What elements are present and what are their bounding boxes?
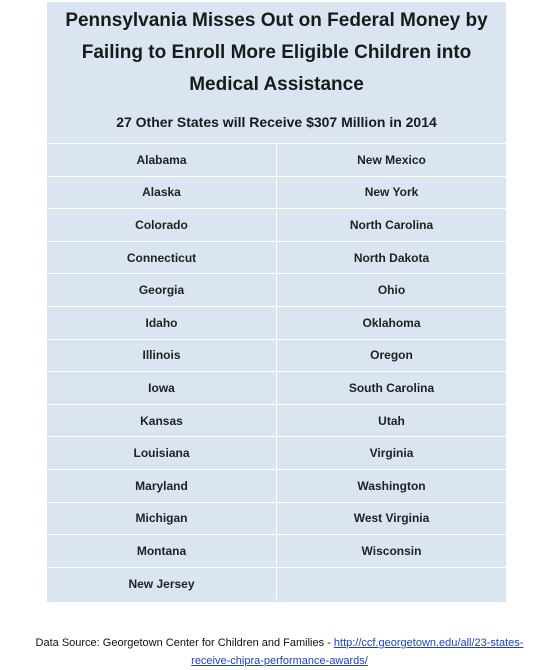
table-row: Colorado North Carolina — [47, 208, 506, 241]
state-cell-right: Oregon — [370, 348, 413, 363]
state-cell-left: New Jersey — [128, 576, 195, 591]
state-cell-left: Connecticut — [126, 250, 197, 265]
state-cell-right: Oklahoma — [362, 315, 421, 330]
state-cell-left: Illinois — [142, 348, 181, 363]
table-row: Illinois Oregon — [47, 338, 506, 372]
column-divider — [276, 241, 277, 274]
state-cell-left: Montana — [136, 543, 187, 558]
table-row: Montana Wisconsin — [47, 534, 506, 567]
state-cell-right: Utah — [378, 413, 405, 428]
state-cell-left: Iowa — [148, 380, 175, 395]
source-label: Data Source: Georgetown Center for Child… — [35, 637, 334, 649]
table-row: Maryland Washington — [47, 468, 506, 502]
states-table: Alabama New Mexico Alaska New York Colorado N… — [47, 143, 506, 600]
table-row: Michigan West Virginia — [47, 501, 506, 535]
state-cell-left: Alaska — [142, 185, 181, 200]
column-divider — [276, 372, 277, 404]
state-cell-left: Alabama — [136, 152, 187, 167]
state-cell-right — [277, 568, 506, 600]
table-row: Alaska New York — [47, 175, 506, 209]
state-cell-left: Maryland — [135, 478, 188, 493]
state-cell-right: Ohio — [377, 283, 406, 298]
table-row: New Jersey — [47, 566, 506, 600]
table-row: Georgia Ohio — [47, 273, 506, 306]
column-divider — [276, 176, 277, 209]
content-panel: Pennsylvania Misses Out on Federal Money… — [47, 2, 506, 602]
state-cell-left: Kansas — [140, 413, 183, 428]
column-divider — [276, 274, 277, 306]
state-cell-right: Washington — [357, 478, 426, 493]
column-divider — [276, 567, 277, 600]
state-cell-left: Michigan — [135, 511, 188, 526]
source-link[interactable]: http://ccf.georgetown.edu/all/23-states- — [333, 637, 524, 649]
table-row: Alabama New Mexico — [47, 143, 506, 176]
state-cell-left: Idaho — [145, 315, 178, 330]
state-cell-right: Wisconsin — [361, 543, 422, 558]
state-cell-left: Colorado — [135, 217, 188, 232]
source-link-continued[interactable]: receive-chipra-performance-awards/ — [191, 655, 368, 667]
state-cell-right: North Dakota — [353, 250, 430, 265]
table-row: Iowa South Carolina — [47, 371, 506, 404]
state-cell-right: Virginia — [369, 446, 414, 461]
page-title: Pennsylvania Misses Out on Federal Money… — [65, 10, 488, 95]
page-subtitle: 27 Other States will Receive $307 Millio… — [116, 114, 437, 130]
state-cell-right: South Carolina — [348, 380, 435, 395]
state-cell-right: New Mexico — [357, 152, 426, 167]
column-divider — [276, 306, 277, 339]
column-divider — [276, 144, 277, 176]
column-divider — [276, 209, 277, 241]
state-cell-left: Louisiana — [133, 446, 190, 461]
data-source-footer: Data Source: Georgetown Center for Child… — [0, 634, 559, 670]
table-row: Connecticut North Dakota — [47, 240, 506, 274]
column-divider — [276, 339, 277, 372]
column-divider — [276, 535, 277, 567]
column-divider — [276, 437, 277, 469]
state-cell-right: North Carolina — [349, 217, 434, 232]
state-cell-left: Georgia — [138, 283, 185, 298]
column-divider — [276, 502, 277, 535]
table-row: Louisiana Virginia — [47, 436, 506, 469]
column-divider — [276, 469, 277, 502]
table-row: Kansas Utah — [47, 403, 506, 437]
state-cell-right: New York — [364, 185, 419, 200]
table-row: Idaho Oklahoma — [47, 305, 506, 339]
state-cell-right: West Virginia — [353, 511, 430, 526]
column-divider — [276, 404, 277, 437]
